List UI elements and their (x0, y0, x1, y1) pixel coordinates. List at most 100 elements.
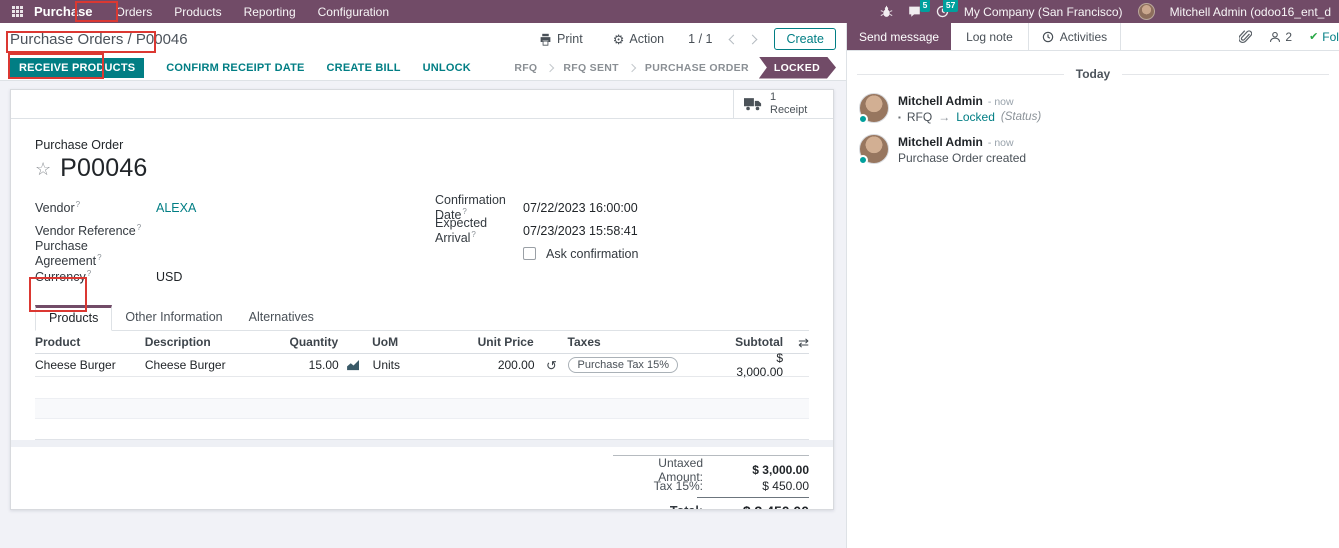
smart-button-strip: 1 Receipt (11, 90, 833, 119)
stage-locked[interactable]: LOCKED (759, 57, 836, 79)
empty-table-row[interactable] (35, 399, 809, 419)
top-navbar: Purchase Orders Products Reporting Confi… (0, 0, 1339, 23)
vendor-value[interactable]: ALEXA (156, 200, 197, 215)
tax-tag[interactable]: Purchase Tax 15% (568, 357, 679, 373)
cell-product[interactable]: Cheese Burger (35, 358, 116, 372)
receipt-smart-button[interactable]: 1 Receipt (733, 90, 833, 118)
create-button[interactable]: Create (774, 28, 836, 50)
stage-purchase-order[interactable]: PURCHASE ORDER (644, 61, 749, 74)
create-bill-button[interactable]: CREATE BILL (326, 61, 401, 74)
tab-products[interactable]: Products (35, 305, 113, 331)
debug-bug-icon[interactable] (880, 5, 893, 18)
followers-button[interactable]: 2 (1269, 30, 1292, 44)
avatar[interactable] (858, 134, 889, 165)
attachment-paperclip-icon[interactable] (1239, 29, 1253, 44)
column-header-taxes[interactable]: Taxes (567, 335, 601, 349)
table-header-row: Product Description Quantity UoM Unit Pr… (35, 331, 809, 354)
chatter-toolbar: Send message Log note Activities 2 (847, 23, 1339, 51)
expected-arrival-value[interactable]: 07/23/2023 15:58:41 (523, 223, 638, 238)
message-author[interactable]: Mitchell Admin (898, 94, 983, 108)
notebook-tabs: Products Other Information Alternatives (35, 304, 809, 331)
receive-products-button[interactable]: RECEIVE PRODUCTS (10, 57, 145, 78)
activities-badge: 57 (943, 0, 958, 12)
message-time: now (988, 137, 1014, 149)
cell-description[interactable]: Cheese Burger (144, 358, 226, 372)
pager-next-icon[interactable] (748, 34, 758, 44)
menu-configuration[interactable]: Configuration (317, 4, 390, 19)
favorite-star-icon[interactable]: ☆ (35, 158, 52, 179)
log-note-button[interactable]: Log note (951, 23, 1028, 50)
doc-type-label: Purchase Order (35, 138, 124, 152)
stage-separator-icon (546, 63, 555, 72)
following-button[interactable]: ✔ Following (1309, 29, 1339, 44)
unlock-button[interactable]: UNLOCK (422, 61, 471, 74)
tab-other-information[interactable]: Other Information (125, 310, 223, 324)
print-button[interactable]: Print (533, 31, 589, 47)
message-time: now (988, 96, 1014, 108)
column-header-uom[interactable]: UoM (372, 335, 399, 349)
purchase-agreement-label: Purchase Agreement? (35, 238, 102, 269)
pager-previous-icon[interactable] (729, 34, 739, 44)
vendor-reference-label: Vendor Reference? (35, 222, 142, 239)
menu-orders[interactable]: Orders (115, 4, 153, 19)
activities-clock-icon[interactable]: 57 (936, 0, 958, 18)
column-header-product[interactable]: Product (35, 335, 81, 349)
activities-button[interactable]: Activities (1027, 23, 1122, 50)
cell-quantity[interactable]: 15.00 (308, 358, 339, 372)
send-message-button[interactable]: Send message (847, 23, 952, 50)
table-row[interactable]: Cheese Burger Cheese Burger 15.00 Units … (35, 351, 809, 379)
ask-confirmation-checkbox[interactable] (523, 247, 536, 260)
chatter-message[interactable]: Mitchell Admin now ▪ RFQ → Locked (Status… (847, 89, 1339, 130)
tracking-new-value: Locked (956, 110, 995, 124)
column-header-subtotal[interactable]: Subtotal (735, 335, 784, 349)
online-status-dot (858, 114, 868, 124)
pager: 1 / 1 (688, 32, 713, 46)
table-footer-band (11, 440, 833, 447)
form-content: 1 Receipt Purchase Order ☆ P00046 (0, 81, 846, 548)
currency-value[interactable]: USD (156, 269, 183, 284)
messages-icon[interactable]: 5 (908, 0, 930, 18)
chatter-message[interactable]: Mitchell Admin now Purchase Order created (847, 130, 1339, 171)
message-author[interactable]: Mitchell Admin (898, 135, 983, 149)
tracking-line: ▪ RFQ → Locked (Status) (898, 110, 1041, 124)
stage-rfq-sent[interactable]: RFQ SENT (563, 61, 619, 74)
stage-rfq[interactable]: RFQ (514, 61, 538, 74)
cell-subtotal: $ 3,000.00 (736, 351, 784, 379)
tracking-caret-icon: ▪ (898, 112, 901, 122)
empty-table-row[interactable] (35, 419, 809, 440)
field-help-marker: ? (97, 252, 102, 262)
app-name[interactable]: Purchase (34, 4, 93, 19)
topbar-right: 5 57 My Company (San Francisco) Mitchell… (880, 0, 1331, 20)
menu-reporting[interactable]: Reporting (243, 4, 296, 19)
optional-columns-icon[interactable]: ⇄ (798, 334, 809, 350)
company-switcher[interactable]: My Company (San Francisco) (963, 4, 1123, 19)
clock-icon (1042, 31, 1054, 43)
confirm-receipt-date-button[interactable]: CONFIRM RECEIPT DATE (166, 61, 305, 74)
total-label: Total: (613, 504, 713, 509)
totals-section: Untaxed Amount: $ 3,000.00 Tax 15%: $ 45… (35, 455, 809, 509)
apps-grid-icon[interactable] (12, 6, 23, 17)
cell-uom[interactable]: Units (372, 358, 401, 372)
untaxed-amount-value: $ 3,000.00 (752, 463, 809, 477)
column-header-description[interactable]: Description (144, 335, 211, 349)
empty-table-row[interactable] (35, 377, 809, 399)
action-button[interactable]: ⚙ Action (607, 31, 670, 47)
user-avatar[interactable] (1137, 3, 1155, 20)
user-menu[interactable]: Mitchell Admin (odoo16_ent_d (1169, 4, 1331, 19)
tab-alternatives[interactable]: Alternatives (248, 310, 314, 324)
followers-count: 2 (1285, 29, 1293, 44)
breadcrumb[interactable]: Purchase Orders / P00046 (10, 30, 188, 48)
check-icon: ✔ (1309, 31, 1319, 43)
tracking-field-name: (Status) (1000, 111, 1042, 123)
total-value: $ 3,450.00 (713, 503, 809, 509)
cell-unit-price[interactable]: 200.00 (497, 358, 535, 372)
avatar[interactable] (858, 93, 889, 124)
column-header-unit-price[interactable]: Unit Price (477, 335, 534, 349)
forecast-chart-icon[interactable] (339, 359, 369, 371)
field-help-marker: ? (75, 199, 81, 209)
online-status-dot (858, 155, 868, 165)
menu-products[interactable]: Products (174, 4, 222, 19)
column-header-quantity[interactable]: Quantity (289, 335, 339, 349)
confirmation-date-value[interactable]: 07/22/2023 16:00:00 (523, 200, 638, 215)
price-history-icon[interactable]: ↺ (546, 357, 557, 373)
